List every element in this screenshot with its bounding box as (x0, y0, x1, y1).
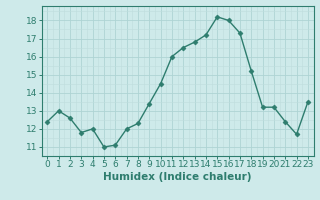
X-axis label: Humidex (Indice chaleur): Humidex (Indice chaleur) (103, 172, 252, 182)
